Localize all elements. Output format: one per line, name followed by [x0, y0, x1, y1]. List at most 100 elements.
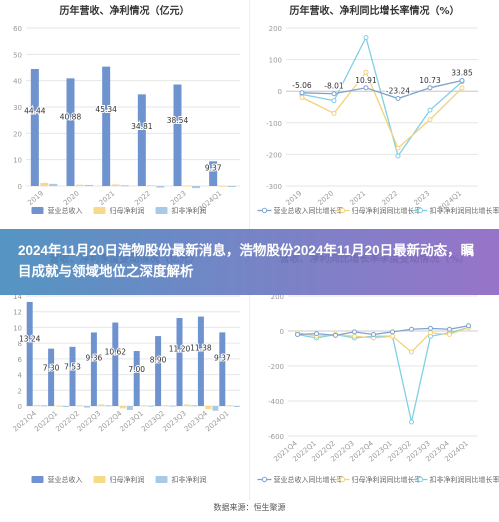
bar-revenue: [219, 332, 226, 406]
bar-net-profit: [162, 405, 169, 407]
data-point: [459, 85, 465, 91]
legend-label: 营业总收入: [48, 475, 83, 484]
legend-swatch: [31, 476, 44, 483]
data-label: 33.85: [451, 69, 473, 78]
bar-deducted-profit: [156, 186, 165, 188]
bar-revenue: [48, 348, 55, 406]
y-tick-label: 0: [18, 183, 22, 191]
y-tick-label: 4: [18, 372, 23, 380]
legend-item[interactable]: 扣非净利润同比增长率: [413, 475, 499, 484]
bar-net-profit: [119, 406, 126, 409]
y-tick-label: 20: [13, 130, 22, 138]
legend-item[interactable]: 营业总收入同比增长率: [257, 475, 344, 484]
headline-banner: 2024年11月20日浩物股份最新消息，浩物股份2024年11月20日最新动态，…: [0, 229, 499, 295]
y-tick-label: -600: [268, 433, 284, 441]
legend-label: 营业总收入同比增长率: [274, 475, 344, 484]
source-note: 数据来源：恒生聚源: [213, 503, 286, 512]
y-tick-label: 8: [18, 340, 22, 348]
data-point: [363, 85, 369, 91]
legend-swatch: [93, 207, 106, 214]
bar-deducted-profit: [41, 405, 48, 407]
legend-item[interactable]: 营业总收入同比增长率: [257, 206, 344, 215]
bar-deducted-profit: [62, 406, 69, 407]
legend-item[interactable]: 归母净利润同比增长率: [335, 206, 422, 215]
legend-item[interactable]: 归母净利润: [93, 475, 145, 484]
y-tick-label: -300: [266, 183, 282, 191]
x-tick-label: 2021: [348, 189, 367, 207]
legend-item[interactable]: 扣非净利润同比增长率: [413, 206, 499, 215]
chart-title: 历年营收、净利情况（亿元）: [60, 4, 190, 17]
bar-net-profit: [147, 185, 156, 187]
data-point: [428, 325, 433, 331]
bar-net-profit: [76, 184, 84, 186]
series-line-deducted-growth: [301, 35, 463, 158]
bar-deducted-profit: [192, 186, 200, 189]
legend-item[interactable]: 归母净利润: [93, 206, 145, 215]
legend-label: 扣非净利润同比增长率: [430, 475, 499, 484]
data-point: [409, 419, 414, 425]
bar-net-profit: [40, 182, 49, 186]
bar-deducted-profit: [190, 405, 197, 407]
bar-net-profit: [183, 185, 191, 187]
chart-annual-revenue-profit: 历年营收、净利情况（亿元） 0 10 20 30 40 50 60 2019 2020 2021 20…: [13, 4, 240, 215]
data-label: 10.62: [105, 347, 127, 356]
bar-revenue: [26, 301, 33, 406]
data-point: [447, 326, 452, 332]
legend-label: 营业总收入同比增长率: [274, 206, 344, 215]
legend-marker: [339, 476, 346, 483]
legend-swatch: [31, 207, 44, 214]
data-point: [427, 107, 433, 113]
y-tick-label: 2: [18, 387, 22, 395]
bar-revenue: [137, 94, 146, 186]
bar-revenue: [69, 346, 76, 406]
data-point: [299, 95, 305, 101]
x-tick-label: 2020: [62, 189, 81, 207]
bar-deducted-profit: [85, 184, 93, 186]
data-label: 11.20: [169, 344, 191, 353]
data-point: [331, 98, 337, 104]
x-tick-label: 2019: [284, 189, 303, 207]
bar-deducted-profit: [169, 405, 176, 407]
legend-item[interactable]: 扣非净利润: [155, 206, 207, 215]
data-label: 38.54: [167, 116, 189, 125]
y-tick-label: 14: [13, 293, 22, 301]
bar-net-profit: [77, 405, 83, 407]
legend-swatch: [155, 207, 168, 214]
x-tick-label: 2022: [380, 189, 399, 207]
series-line-revenue-growth: [297, 325, 469, 337]
legend-label: 营业总收入: [48, 206, 83, 215]
x-tick-label: 2024Q1: [204, 409, 230, 433]
chart-annual-growth-rate: 历年营收、净利同比增长率情况（%） -300 -200 -100 0 100 200 2019…: [257, 4, 499, 215]
legend-item[interactable]: 营业总收入: [31, 475, 83, 484]
data-point: [314, 331, 319, 337]
bar-revenue: [155, 336, 162, 406]
bar-net-profit: [218, 185, 227, 187]
data-point: [363, 69, 369, 75]
data-label: 44.44: [24, 106, 46, 115]
bar-deducted-profit: [126, 406, 133, 410]
bar-deducted-profit: [212, 406, 219, 411]
data-label: 7.53: [64, 362, 81, 371]
data-point: [331, 110, 337, 116]
legend-marker: [261, 476, 268, 483]
data-point: [427, 85, 433, 91]
legend-item[interactable]: 归母净利润同比增长率: [335, 475, 422, 484]
legend-label: 扣非净利润: [172, 475, 207, 484]
bar-revenue: [209, 161, 218, 186]
data-label: 10.91: [355, 76, 377, 85]
x-tick-label: 2022: [133, 189, 152, 207]
bar-deducted-profit: [105, 405, 112, 407]
data-label: 34.81: [131, 122, 153, 131]
data-point: [459, 78, 465, 84]
legend-label: 归母净利润: [110, 475, 145, 484]
legend-label: 归母净利润: [110, 206, 145, 215]
y-tick-label: 30: [13, 104, 22, 112]
data-label: 7.30: [43, 363, 60, 372]
legend-item[interactable]: 营业总收入: [31, 206, 83, 215]
y-tick-label: -400: [268, 398, 284, 406]
legend-item[interactable]: 扣非净利润: [155, 475, 207, 484]
data-label: -23.24: [386, 87, 410, 96]
y-tick-label: 10: [13, 157, 22, 165]
y-tick-label: 50: [13, 51, 22, 59]
data-point: [428, 330, 433, 336]
